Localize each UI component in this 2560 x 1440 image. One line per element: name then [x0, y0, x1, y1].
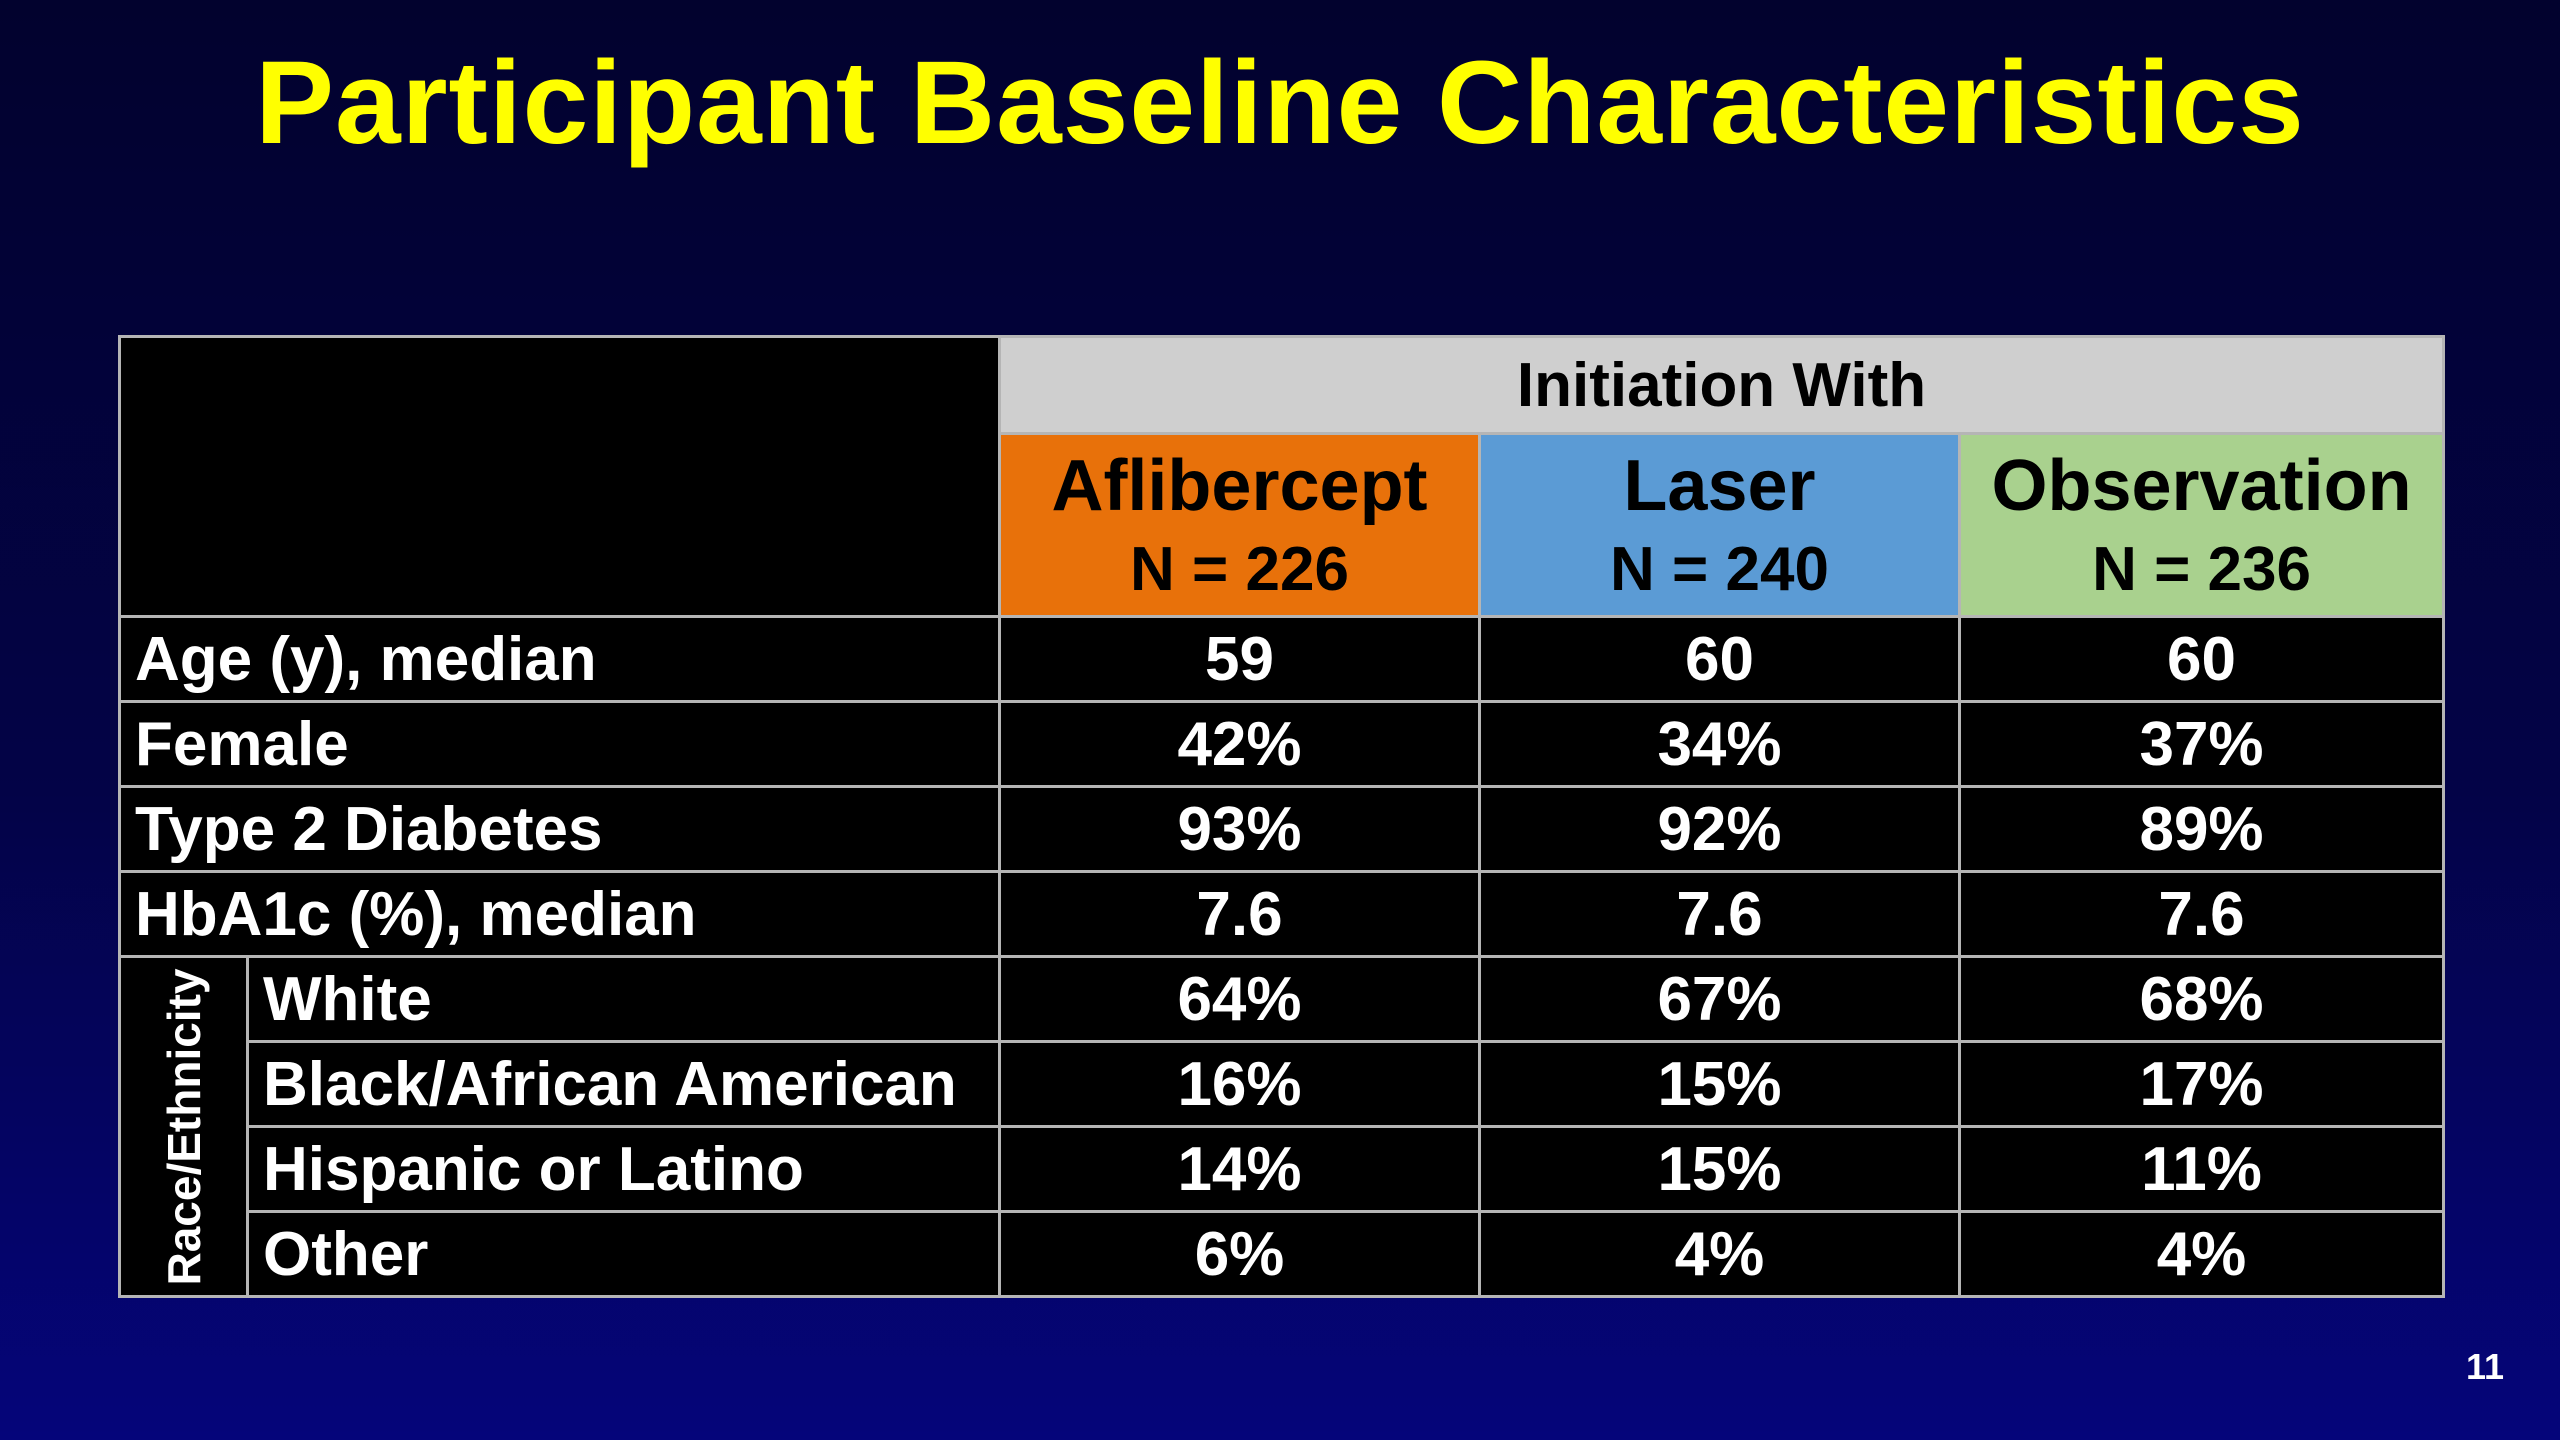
table-row: Black/African American 16% 15% 17% — [120, 1040, 2446, 1128]
table-row: Other 6% 4% 4% — [120, 1210, 2446, 1298]
table-row: HbA1c (%), median 7.6 7.6 7.6 — [118, 870, 2446, 958]
row-label: Female — [118, 700, 1001, 788]
table-cell: 42% — [998, 700, 1481, 788]
row-label: Other — [246, 1210, 1001, 1298]
slide-number: 11 — [2465, 1346, 2504, 1387]
race-ethnicity-group-label: Race/Ethnicity — [118, 955, 249, 1298]
row-label: Type 2 Diabetes — [118, 785, 1001, 873]
arm-header-aflibercept: Aflibercept N = 226 — [998, 432, 1481, 618]
table-row: Female 42% 34% 37% — [118, 700, 2446, 788]
table-cell: 89% — [1957, 785, 2446, 873]
slide-title: Participant Baseline Characteristics — [255, 37, 2305, 169]
table-cell: 15% — [1478, 1040, 1961, 1128]
arm-name: Aflibercept — [1051, 446, 1428, 527]
table-cell: 93% — [998, 785, 1481, 873]
table-row: Race/Ethnicity White 64% 67% 68% — [118, 955, 2446, 1298]
arm-count: N = 226 — [1130, 535, 1349, 605]
table-cell: 59 — [998, 615, 1481, 703]
table-cell: 60 — [1957, 615, 2446, 703]
table-cell: 7.6 — [1957, 870, 2446, 958]
table-row: Age (y), median 59 60 60 — [118, 615, 2446, 703]
table-cell: 16% — [998, 1040, 1481, 1128]
table-row: Type 2 Diabetes 93% 92% 89% — [118, 785, 2446, 873]
table-cell: 34% — [1478, 700, 1961, 788]
arm-header-laser: Laser N = 240 — [1478, 432, 1961, 618]
arm-name: Observation — [1991, 446, 2412, 527]
table-cell: 15% — [1478, 1125, 1961, 1213]
table-cell: 11% — [1957, 1125, 2446, 1213]
table-cell: 64% — [998, 955, 1481, 1043]
group-header-initiation-with: Initiation With — [997, 335, 2446, 435]
table-cell: 6% — [998, 1210, 1481, 1298]
row-label: Hispanic or Latino — [246, 1125, 1001, 1213]
table-cell: 17% — [1957, 1040, 2446, 1128]
table-cell: 4% — [1957, 1210, 2446, 1298]
table-cell: 7.6 — [1478, 870, 1961, 958]
table-cell: 37% — [1957, 700, 2446, 788]
arm-header-row: Aflibercept N = 226 Laser N = 240 Observ… — [120, 432, 2446, 618]
row-label: White — [246, 955, 1001, 1043]
table-cell: 14% — [998, 1125, 1481, 1213]
table-cell: 68% — [1957, 955, 2446, 1043]
group-header-row: Initiation With — [118, 335, 2446, 618]
row-label: HbA1c (%), median — [118, 870, 1001, 958]
baseline-characteristics-table: Initiation With Aflibercept N = 226 Lase… — [118, 335, 2446, 1298]
race-ethnicity-label-text: Race/Ethnicity — [157, 968, 210, 1285]
table-row: Hispanic or Latino 14% 15% 11% — [120, 1125, 2446, 1213]
table-corner — [118, 335, 1001, 618]
table-cell: 60 — [1478, 615, 1961, 703]
table-cell: 92% — [1478, 785, 1961, 873]
arm-count: N = 236 — [2092, 535, 2311, 605]
arm-name: Laser — [1623, 446, 1816, 527]
row-label: Age (y), median — [118, 615, 1001, 703]
arm-header-observation: Observation N = 236 — [1957, 432, 2446, 618]
table-cell: 4% — [1478, 1210, 1961, 1298]
table-cell: 7.6 — [998, 870, 1481, 958]
table-cell: 67% — [1478, 955, 1961, 1043]
arm-count: N = 240 — [1610, 535, 1829, 605]
row-label: Black/African American — [246, 1040, 1001, 1128]
